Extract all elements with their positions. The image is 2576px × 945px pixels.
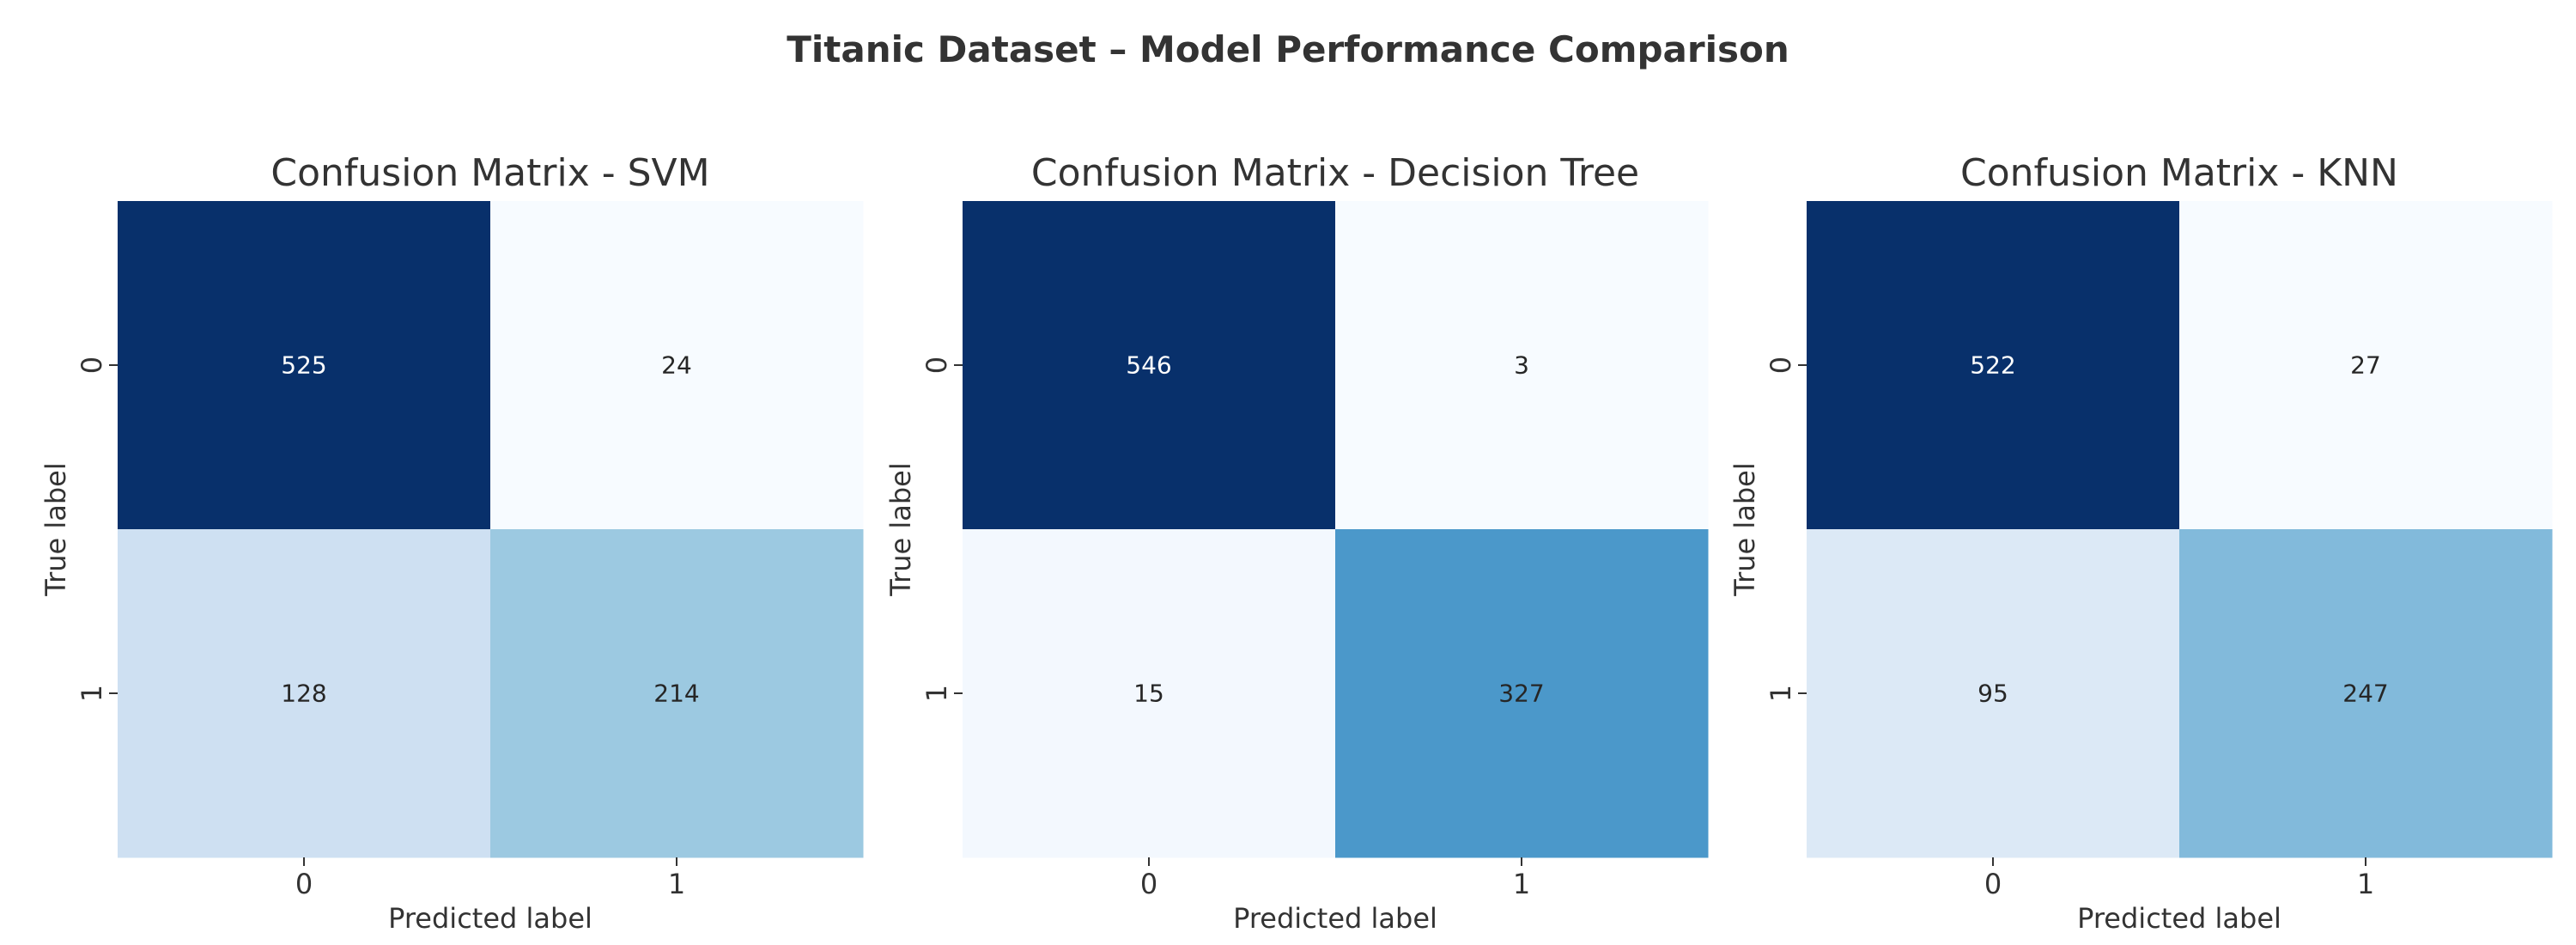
heatmap-cell [2179, 529, 2553, 858]
y-tick-label: 0 [76, 357, 108, 374]
heatmap-cell [490, 201, 864, 530]
cell-value-label: 128 [281, 680, 326, 708]
y-tick-label: 0 [920, 357, 953, 374]
cell-value-label: 95 [1978, 680, 2008, 708]
x-tick-label: 0 [295, 868, 313, 900]
y-axis-label: True label [884, 462, 917, 597]
cell-value-label: 214 [653, 680, 699, 708]
cell-value-label: 546 [1126, 351, 1171, 380]
heatmap-cell [963, 529, 1336, 858]
cell-value-label: 24 [661, 351, 692, 380]
cell-value-label: 522 [1970, 351, 2015, 380]
cell-value-label: 15 [1133, 680, 1164, 708]
heatmap-cell [118, 201, 491, 530]
panel-title: Confusion Matrix - Decision Tree [1031, 151, 1639, 195]
heatmap-cell [1335, 529, 1709, 858]
heatmap-cell [2179, 201, 2553, 530]
cell-value-label: 327 [1498, 680, 1544, 708]
panel-title: Confusion Matrix - SVM [270, 151, 709, 195]
y-tick-label: 1 [920, 685, 953, 702]
heatmap-panel-2: Confusion Matrix - Decision Tree 546 3 15 32… [884, 151, 1709, 935]
y-tick-label: 1 [1765, 685, 1797, 702]
x-tick-label: 1 [1513, 868, 1530, 900]
panel-title: Confusion Matrix - KNN [1960, 151, 2398, 195]
figure-title: Titanic Dataset – Model Performance Comp… [787, 28, 1789, 70]
heatmap-cell [118, 529, 491, 858]
x-axis-label: Predicted label [2077, 902, 2281, 935]
cell-value-label: 525 [281, 351, 326, 380]
heatmap-cell [1335, 201, 1709, 530]
cell-value-label: 247 [2342, 680, 2388, 708]
y-axis-label: True label [1728, 462, 1761, 597]
x-tick-label: 0 [1984, 868, 2002, 900]
x-axis-label: Predicted label [388, 902, 592, 935]
heatmap-cell [963, 201, 1336, 530]
heatmap-panel-3: Confusion Matrix - KNN 522 27 95 247 0 1 0 1 Pred… [1728, 151, 2553, 935]
cell-value-label: 3 [1514, 351, 1529, 380]
heatmap-cell [1807, 529, 2180, 858]
heatmap-cell [490, 529, 864, 858]
x-axis-label: Predicted label [1233, 902, 1437, 935]
heatmap-panel-1: Confusion Matrix - SVM 525 24 128 214 0 1 0 1 Pre… [39, 151, 864, 935]
heatmap-cell [1807, 201, 2180, 530]
x-tick-label: 1 [668, 868, 685, 900]
y-tick-label: 0 [1765, 357, 1797, 374]
x-tick-label: 1 [2357, 868, 2374, 900]
panels: Confusion Matrix - SVM 525 24 128 214 0 1 0 1 Pre… [39, 151, 2553, 935]
x-tick-label: 0 [1140, 868, 1157, 900]
y-tick-label: 1 [76, 685, 108, 702]
cell-value-label: 27 [2350, 351, 2381, 380]
y-axis-label: True label [39, 462, 72, 597]
